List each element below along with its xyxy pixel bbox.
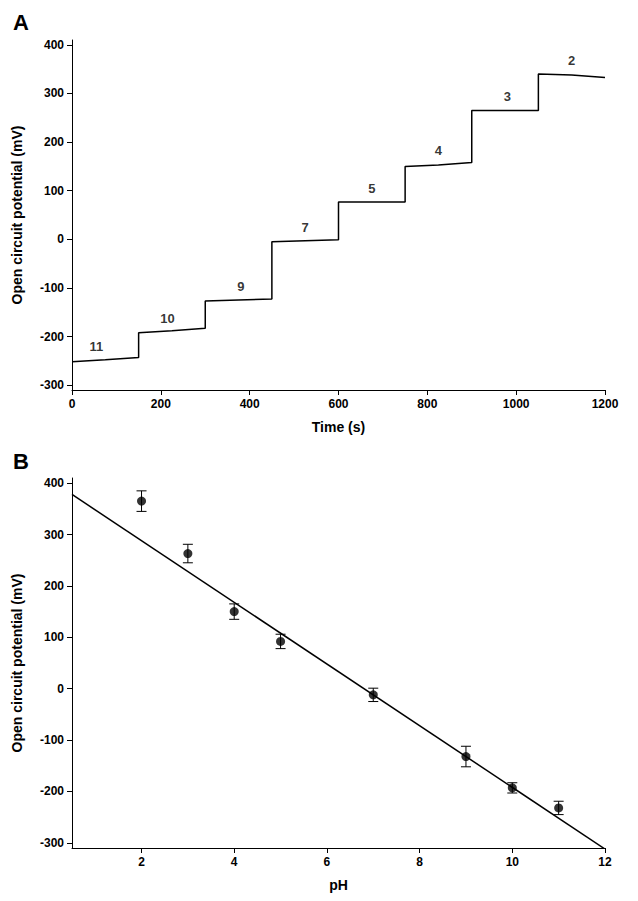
svg-text:5: 5 (368, 181, 375, 196)
svg-text:Open circuit potential (mV): Open circuit potential (mV) (9, 126, 25, 305)
svg-text:3: 3 (504, 89, 511, 104)
svg-text:600: 600 (328, 397, 348, 411)
svg-text:1200: 1200 (592, 397, 619, 411)
svg-text:-200: -200 (40, 784, 64, 798)
svg-text:-300: -300 (40, 836, 64, 850)
svg-text:Time (s): Time (s) (312, 419, 365, 435)
svg-text:0: 0 (69, 397, 76, 411)
svg-text:100: 100 (44, 184, 64, 198)
svg-text:200: 200 (151, 397, 171, 411)
svg-text:1000: 1000 (503, 397, 530, 411)
svg-text:10: 10 (160, 311, 174, 326)
svg-text:300: 300 (44, 86, 64, 100)
svg-text:4: 4 (231, 855, 238, 869)
svg-text:11: 11 (90, 339, 104, 354)
svg-text:0: 0 (57, 682, 64, 696)
svg-text:-300: -300 (40, 378, 64, 392)
svg-text:6: 6 (324, 855, 331, 869)
svg-text:2: 2 (568, 53, 575, 68)
svg-text:-200: -200 (40, 330, 64, 344)
svg-text:800: 800 (417, 397, 437, 411)
svg-text:Open circuit potential (mV): Open circuit potential (mV) (9, 574, 25, 753)
svg-text:2: 2 (138, 855, 145, 869)
svg-text:400: 400 (44, 38, 64, 52)
svg-text:9: 9 (237, 279, 244, 294)
svg-text:pH: pH (329, 877, 348, 893)
svg-text:B: B (13, 449, 29, 474)
svg-text:100: 100 (44, 630, 64, 644)
svg-text:10: 10 (506, 855, 520, 869)
svg-text:7: 7 (302, 220, 309, 235)
svg-text:0: 0 (57, 232, 64, 246)
svg-text:200: 200 (44, 135, 64, 149)
svg-text:-100: -100 (40, 733, 64, 747)
svg-text:400: 400 (240, 397, 260, 411)
svg-text:4: 4 (435, 143, 443, 158)
svg-text:8: 8 (416, 855, 423, 869)
svg-text:-100: -100 (40, 281, 64, 295)
svg-text:200: 200 (44, 579, 64, 593)
svg-text:400: 400 (44, 476, 64, 490)
svg-text:12: 12 (598, 855, 612, 869)
svg-text:300: 300 (44, 528, 64, 542)
svg-text:A: A (13, 10, 29, 35)
